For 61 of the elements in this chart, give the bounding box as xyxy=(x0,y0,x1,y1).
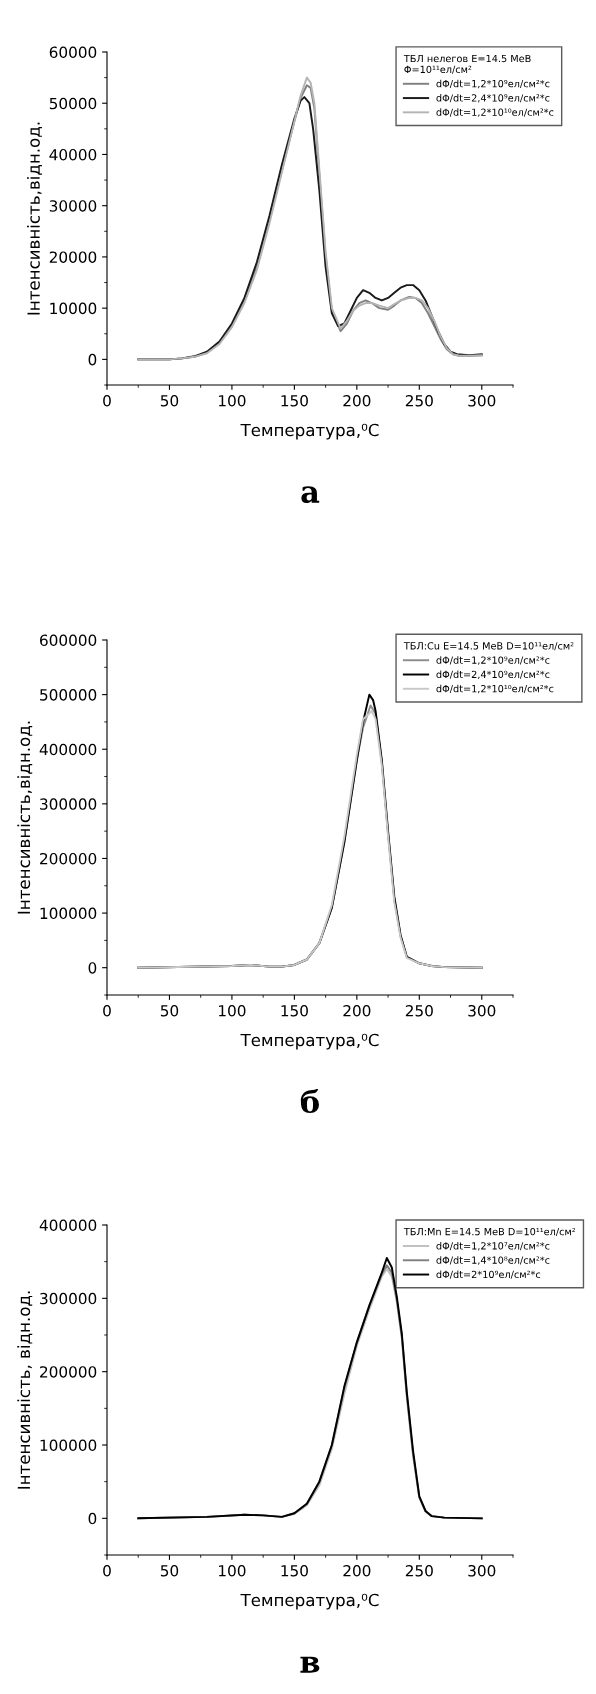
y-tick-label: 200000 xyxy=(40,852,97,865)
x-tick-label: 300 xyxy=(468,1564,496,1577)
y-tick-label: 100000 xyxy=(40,907,97,920)
x-tick-label: 200 xyxy=(343,1564,371,1577)
legend-label: dΦ/dt=2,4*10⁹ел/см²*c xyxy=(436,670,550,680)
x-tick-label: 100 xyxy=(219,394,246,407)
y-tick-label: 500000 xyxy=(40,689,97,701)
y-tick-label: 20000 xyxy=(49,251,97,263)
y-tick-label: 10000 xyxy=(50,302,97,315)
x-tick-label: 250 xyxy=(405,1004,433,1017)
y-tick-label: 50000 xyxy=(49,97,97,110)
y-tick-label: 0 xyxy=(88,1512,97,1525)
x-tick-label: 50 xyxy=(160,1564,179,1577)
legend-title: ТБЛ:Cu E=14.5 MeB D=10¹¹ел/см² xyxy=(403,642,574,651)
legend-label: dΦ/dt=1,2*10¹⁰ел/см²*c xyxy=(436,684,554,694)
y-tick-label: 0 xyxy=(88,353,97,366)
y-tick-label: 100000 xyxy=(40,1439,97,1452)
x-tick-label: 150 xyxy=(281,1004,308,1017)
x-tick-label: 300 xyxy=(468,394,496,407)
x-tick-label: 50 xyxy=(160,394,179,407)
x-tick-label: 250 xyxy=(405,394,433,407)
legend-label: dΦ/dt=1,4*10⁸ел/см²*c xyxy=(436,1256,550,1265)
legend-label: dΦ/dt=1,2*10⁹ел/см²*c xyxy=(436,656,550,665)
x-tick-label: 0 xyxy=(103,1564,111,1577)
y-axis-title: Інтенсивність,відн.од. xyxy=(17,721,33,914)
y-tick-label: 30000 xyxy=(49,200,97,212)
x-tick-label: 200 xyxy=(343,394,371,407)
x-tick-label: 200 xyxy=(343,1004,371,1017)
x-tick-label: 0 xyxy=(103,394,111,407)
y-tick-label: 200000 xyxy=(40,1366,97,1378)
x-tick-label: 0 xyxy=(103,1004,111,1017)
x-tick-label: 150 xyxy=(281,1564,308,1577)
y-tick-label: 60000 xyxy=(49,46,97,59)
legend-title: ТБЛ:Mn E=14.5 MeB D=10¹¹ел/см² xyxy=(403,1227,576,1237)
x-tick-label: 50 xyxy=(160,1004,179,1017)
text: а xyxy=(301,486,320,504)
y-axis-title: Інтенсивність, відн.од. xyxy=(17,1291,33,1489)
x-tick-label: 100 xyxy=(219,1564,246,1577)
x-axis-title: Температура,⁰C xyxy=(240,423,379,440)
y-tick-label: 600000 xyxy=(40,634,97,647)
text: в xyxy=(300,1656,320,1673)
legend-label: dΦ/dt=1,2*10⁹ел/см²*c xyxy=(436,79,550,89)
legend-title: ТБЛ нелегов E=14.5 MeB Φ=10¹¹ел/см² xyxy=(403,54,531,74)
x-axis-title: Температура,⁰C xyxy=(240,1593,379,1610)
legend-label: dΦ/dt=2*10⁹ел/см²*c xyxy=(436,1270,541,1279)
legend-label: dΦ/dt=1,2*10¹⁰ел/см²*c xyxy=(436,108,554,117)
y-tick-label: 40000 xyxy=(49,148,97,161)
text: б xyxy=(300,1088,319,1114)
y-tick-label: 0 xyxy=(88,962,97,974)
x-tick-label: 150 xyxy=(281,394,308,407)
y-axis-title: Інтенсивність,відн.од. xyxy=(26,122,42,315)
y-tick-label: 300000 xyxy=(40,798,97,810)
x-tick-label: 300 xyxy=(468,1004,496,1017)
y-tick-label: 400000 xyxy=(39,743,97,756)
y-tick-label: 300000 xyxy=(40,1292,97,1305)
legend-label: dΦ/dt=2,4*10⁹ел/см²*c xyxy=(436,94,550,103)
x-tick-label: 100 xyxy=(219,1004,246,1017)
x-axis-title: Температура,⁰C xyxy=(240,1033,379,1050)
y-tick-label: 400000 xyxy=(39,1219,97,1232)
legend-label: dΦ/dt=1,2*10⁷ел/см²*c xyxy=(436,1242,550,1251)
x-tick-label: 250 xyxy=(405,1564,433,1577)
